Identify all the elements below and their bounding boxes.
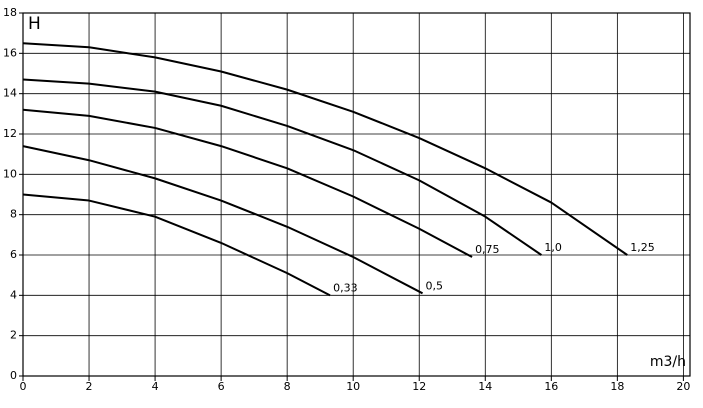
curve <box>22 108 473 258</box>
y-axis-label: H <box>28 14 41 34</box>
curve-label: 0,5 <box>426 279 444 292</box>
curve <box>22 78 542 256</box>
curve-label: 0,75 <box>475 243 500 256</box>
y-tick-label: 10 <box>3 167 17 180</box>
x-tick-label: 16 <box>544 380 558 393</box>
x-tick-label: 20 <box>676 380 690 393</box>
y-tick-label: 4 <box>10 288 17 301</box>
y-tick-label: 18 <box>3 6 17 19</box>
x-tick-label: 2 <box>86 380 93 393</box>
curve <box>22 42 628 256</box>
y-tick-label: 0 <box>10 369 17 382</box>
curve-label: 1,25 <box>630 241 655 254</box>
curve-label: 1,0 <box>544 241 562 254</box>
curve <box>22 145 424 295</box>
y-tick-label: 8 <box>10 208 17 221</box>
x-tick-label: 14 <box>478 380 492 393</box>
curve <box>22 193 331 297</box>
y-tick-label: 6 <box>10 248 17 261</box>
x-tick-label: 18 <box>610 380 624 393</box>
curve-label: 0,33 <box>333 281 358 294</box>
x-tick-label: 4 <box>152 380 159 393</box>
x-tick-label: 0 <box>20 380 27 393</box>
x-tick-label: 12 <box>412 380 426 393</box>
x-axis-label: m3/h <box>650 354 686 370</box>
x-tick-label: 6 <box>218 380 225 393</box>
y-tick-label: 14 <box>3 87 17 100</box>
plot-frame <box>22 12 691 377</box>
y-tick-label: 12 <box>3 127 17 140</box>
x-tick-label: 8 <box>284 380 291 393</box>
y-tick-label: 2 <box>10 329 17 342</box>
x-tick-label: 10 <box>346 380 360 393</box>
y-tick-label: 16 <box>3 46 17 59</box>
